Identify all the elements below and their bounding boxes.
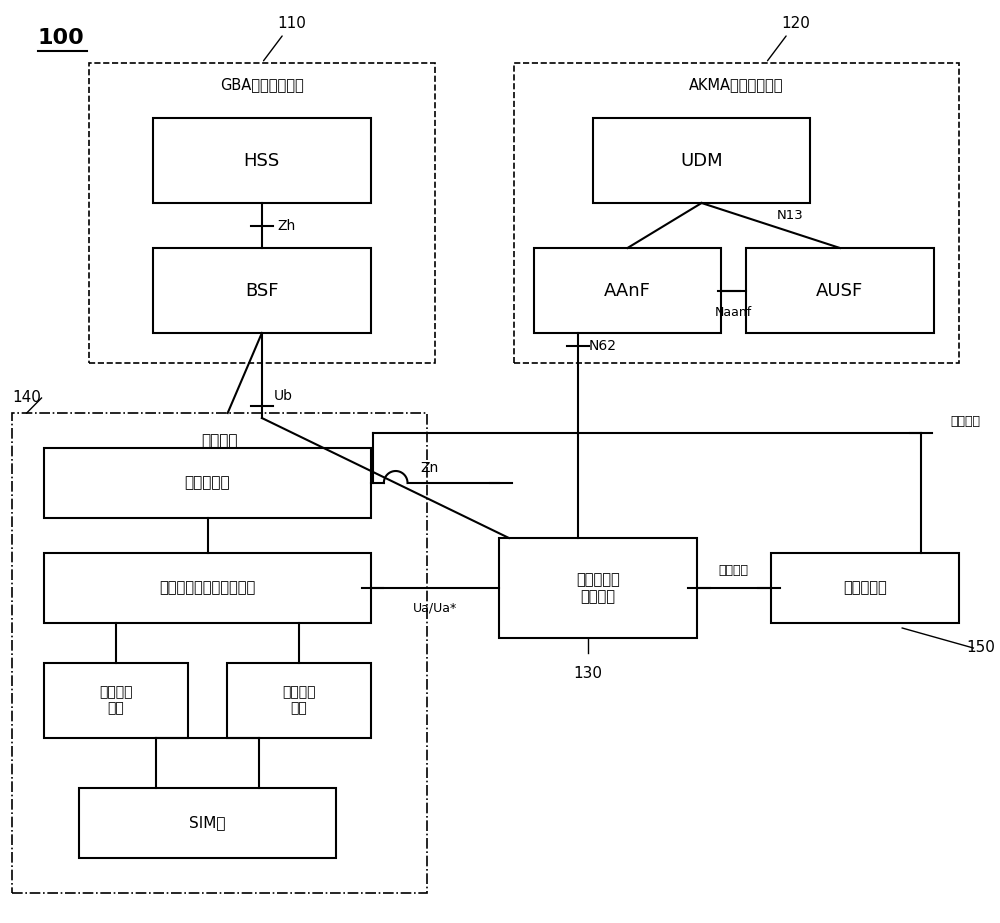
FancyBboxPatch shape [593,118,810,203]
Text: N13: N13 [777,209,804,222]
FancyBboxPatch shape [44,553,371,623]
Text: 第一能力
模块: 第一能力 模块 [99,686,133,715]
FancyBboxPatch shape [499,538,697,638]
Text: GBA的网络侧架构: GBA的网络侧架构 [220,78,304,92]
Text: 终端设备: 终端设备 [201,434,238,449]
FancyBboxPatch shape [746,248,934,333]
Text: 100: 100 [38,28,84,48]
Text: 应用客户端: 应用客户端 [185,475,230,490]
Text: 应用接口: 应用接口 [950,414,980,427]
Text: 应用接口: 应用接口 [719,564,749,577]
Text: 应用层密鑅
服务网元: 应用层密鑅 服务网元 [576,572,620,605]
Text: N62: N62 [589,339,617,353]
Text: 应用服务器: 应用服务器 [843,581,887,595]
Text: BSF: BSF [245,282,279,299]
Text: AUSF: AUSF [816,282,864,299]
Text: HSS: HSS [244,151,280,170]
FancyBboxPatch shape [79,788,336,858]
Text: SIM卡: SIM卡 [189,816,226,831]
FancyBboxPatch shape [89,63,435,363]
FancyBboxPatch shape [44,663,188,738]
Text: AKMA的网络侧架构: AKMA的网络侧架构 [689,78,783,92]
FancyBboxPatch shape [44,448,371,518]
Text: Ua/Ua*: Ua/Ua* [413,602,457,615]
Text: 130: 130 [573,665,602,680]
FancyBboxPatch shape [771,553,959,623]
Text: 120: 120 [768,16,810,61]
FancyBboxPatch shape [227,663,371,738]
FancyBboxPatch shape [514,63,959,363]
FancyBboxPatch shape [153,118,371,203]
Text: 应用层密鑅中间功能模块: 应用层密鑅中间功能模块 [159,581,256,595]
Text: Ub: Ub [274,389,293,403]
Text: 第二能力
模块: 第二能力 模块 [282,686,316,715]
Text: Naanf: Naanf [715,306,752,319]
Text: 140: 140 [12,390,41,405]
Text: Zn: Zn [421,461,439,475]
Text: 110: 110 [264,16,306,61]
FancyBboxPatch shape [534,248,721,333]
Text: 150: 150 [966,641,995,655]
FancyBboxPatch shape [12,413,427,893]
Text: AAnF: AAnF [604,282,651,299]
FancyBboxPatch shape [153,248,371,333]
Text: Zh: Zh [277,219,296,233]
Text: UDM: UDM [680,151,723,170]
